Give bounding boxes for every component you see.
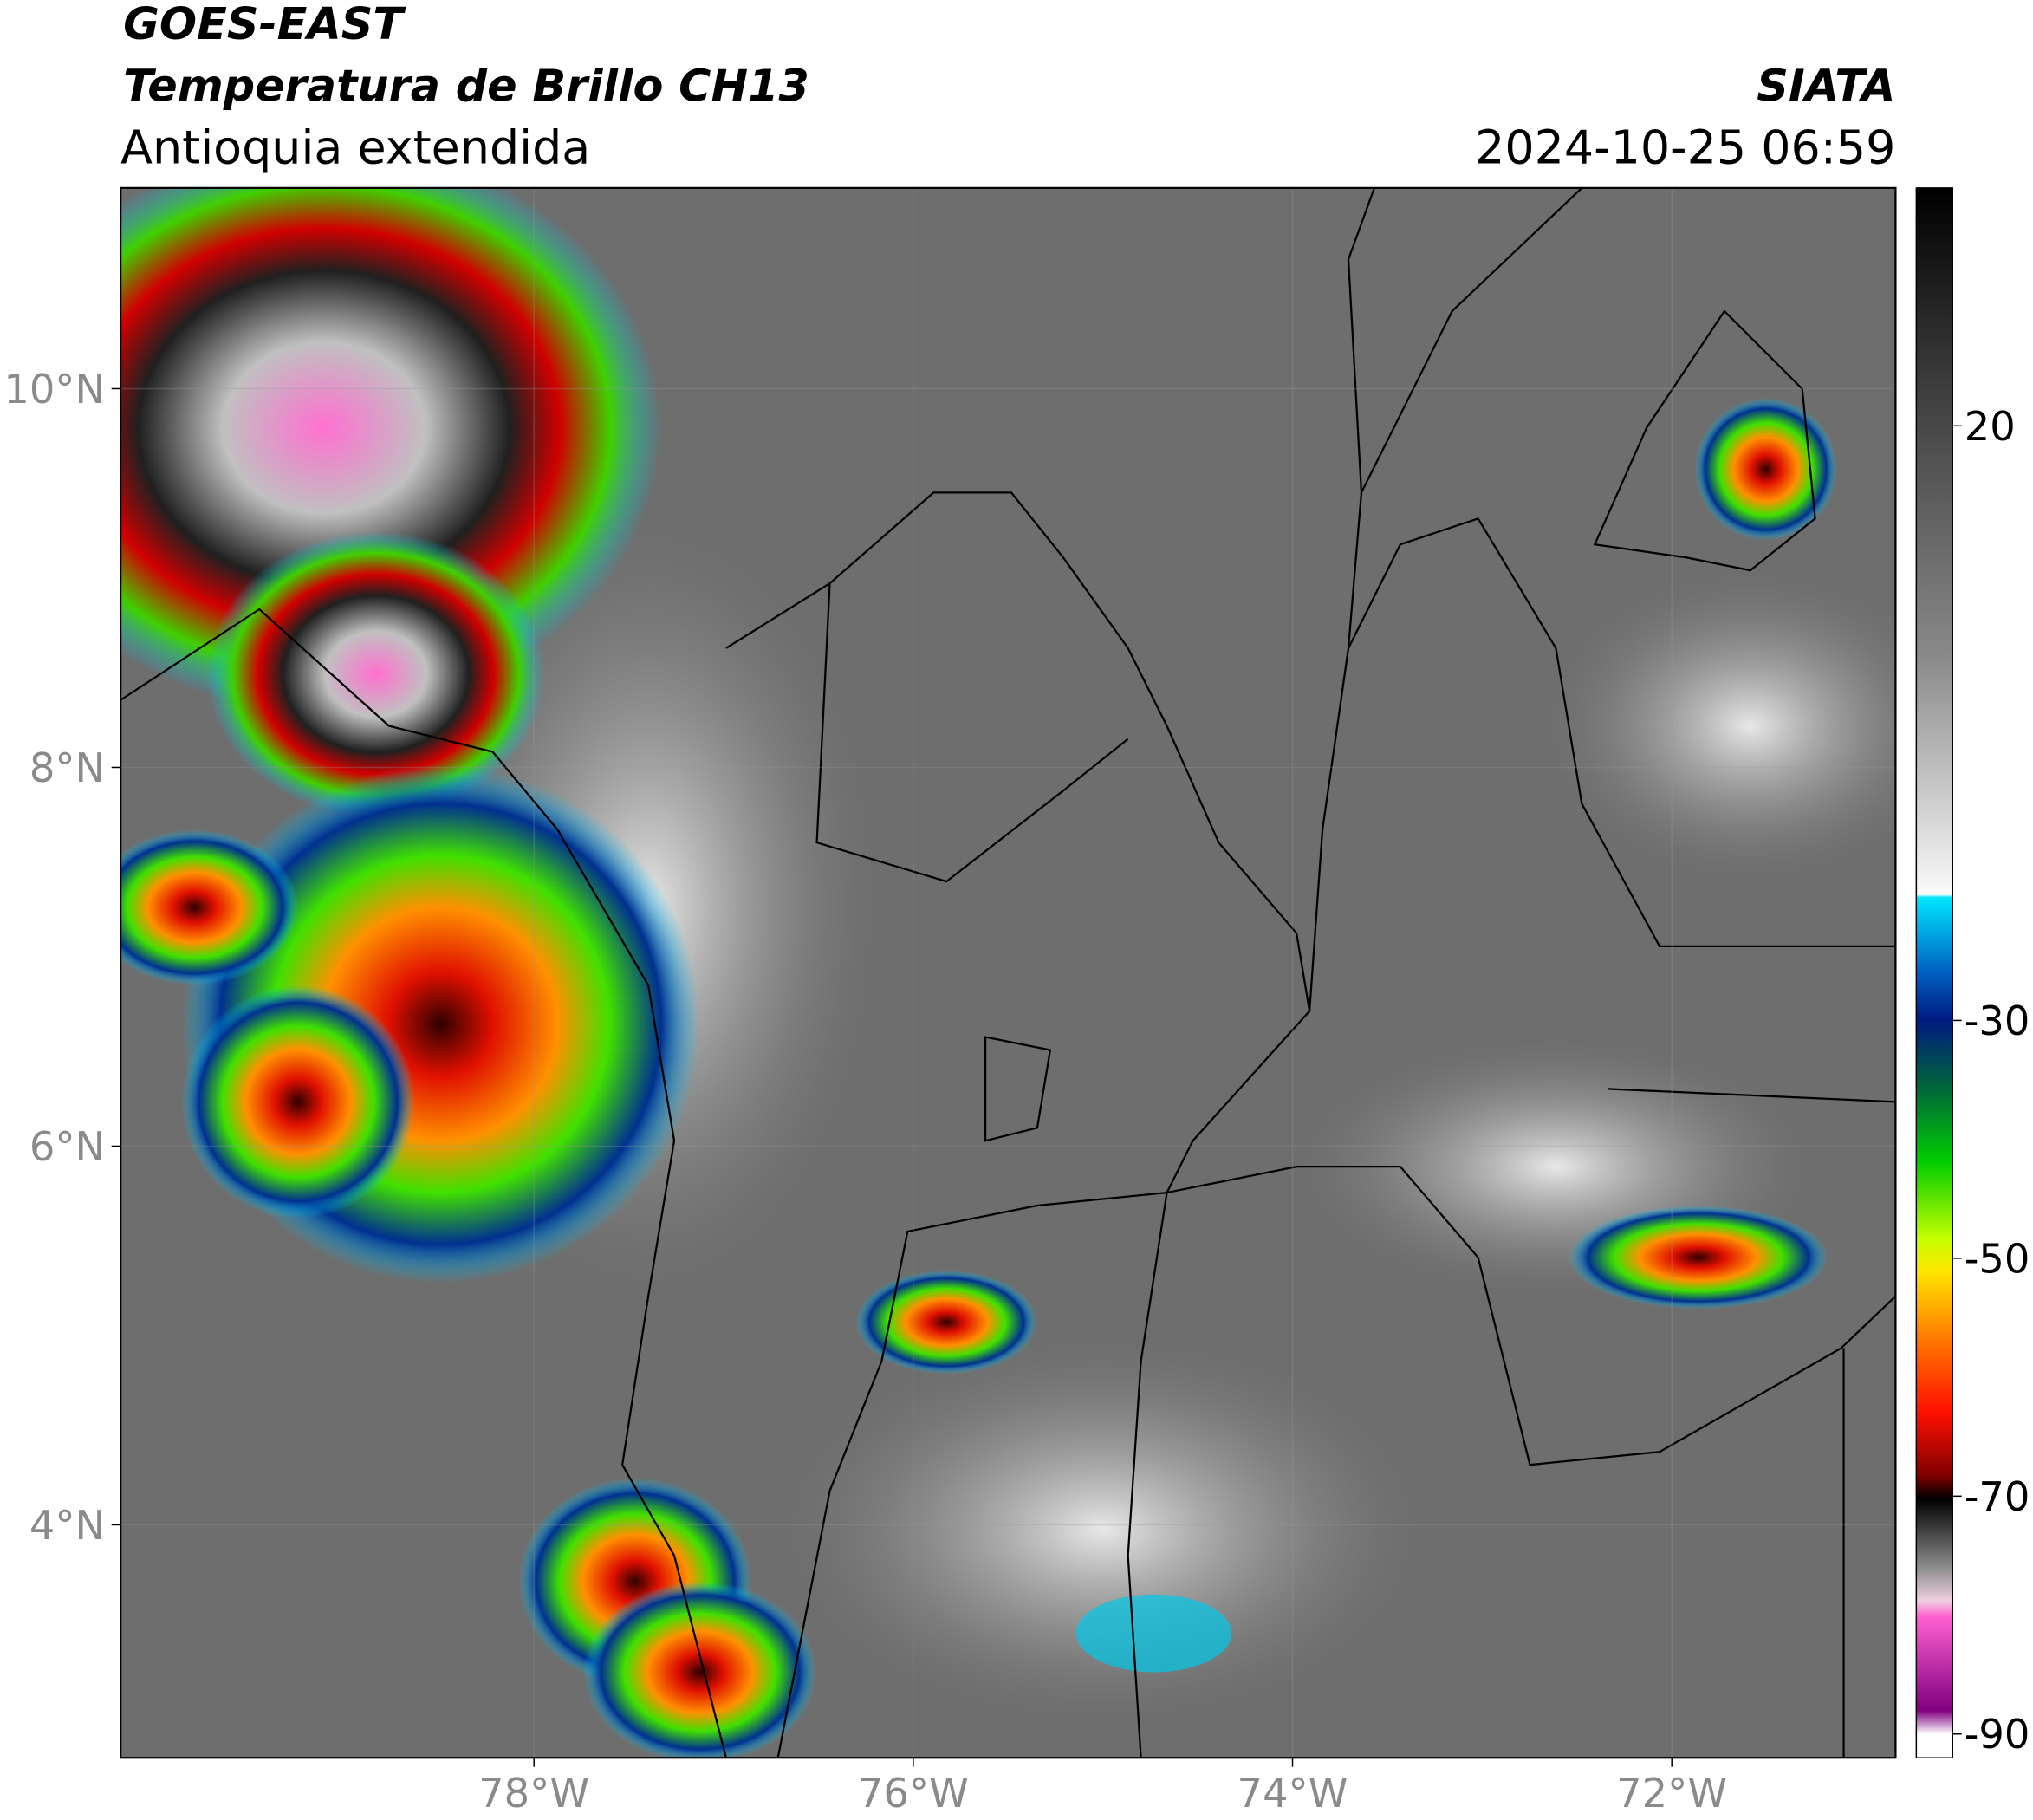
y-tick-label: 10°N [3,366,105,413]
x-tick-label: 74°W [1237,1770,1348,1817]
colorbar-tick-label: -70 [1965,1473,2030,1520]
y-tick-label: 4°N [29,1502,105,1549]
region: Antioquia extendida [120,120,590,174]
colorbar [1915,187,1953,1758]
colorbar-tick-label: -30 [1965,998,2030,1044]
subtitle: Temperatura de Brillo CH13 [123,61,809,112]
colorbar-tick-label: -50 [1965,1235,2030,1282]
datetime: 2024-10-25 06:59 [1475,120,1895,174]
satellite-image [120,187,1896,1758]
colorbar-tick-label: -90 [1965,1711,2030,1758]
y-tick-label: 8°N [29,744,105,791]
x-tick-label: 76°W [858,1770,969,1817]
source: SIATA [1757,61,1895,112]
x-tick-label: 72°W [1616,1770,1727,1817]
map-frame [120,186,1897,1759]
x-tick-label: 78°W [478,1770,589,1817]
gridlines [120,187,1896,1758]
colorbar-tick-label: 20 [1965,403,2016,450]
y-tick-label: 6°N [29,1123,105,1170]
title: GOES-EAST [123,0,406,49]
